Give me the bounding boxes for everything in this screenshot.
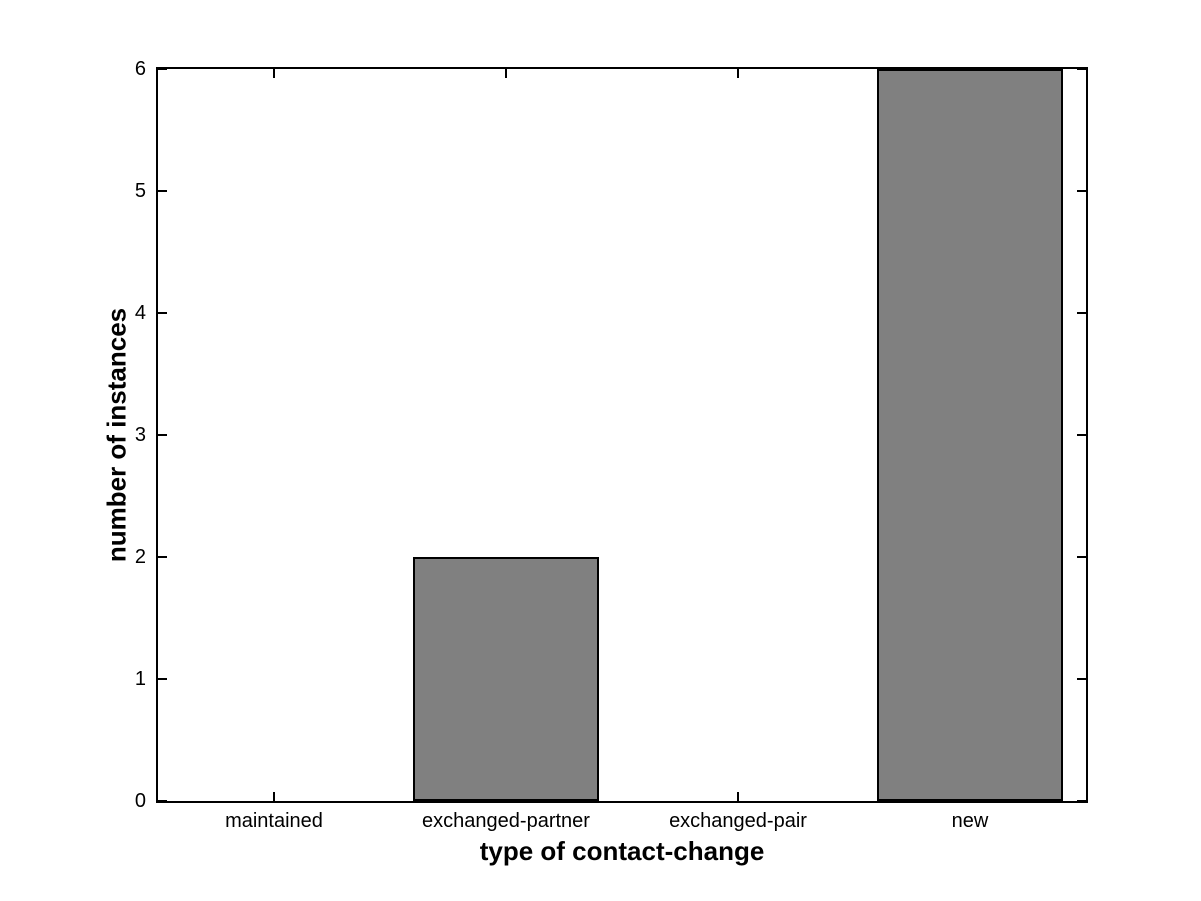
y-tick-label: 3 — [134, 424, 146, 446]
y-tick-label: 2 — [134, 546, 146, 568]
plot-area — [156, 67, 1088, 803]
x-tick-top — [737, 69, 739, 78]
bar-exchanged-partner — [413, 557, 599, 801]
x-axis-label: type of contact-change — [479, 836, 765, 866]
y-tick-left — [158, 190, 167, 192]
y-tick-right — [1077, 312, 1086, 314]
y-tick-left — [158, 68, 167, 70]
y-tick-right — [1077, 68, 1086, 70]
x-tick-label-exchanged-partner: exchanged-partner — [422, 810, 590, 832]
bar-new — [877, 69, 1063, 801]
x-tick-label-maintained: maintained — [225, 810, 323, 832]
x-tick-top — [273, 69, 275, 78]
x-tick-top — [505, 69, 507, 78]
y-tick-left — [158, 556, 167, 558]
x-tick-label-exchanged-pair: exchanged-pair — [669, 810, 807, 832]
y-tick-label: 0 — [134, 790, 146, 812]
y-tick-label: 5 — [134, 180, 146, 202]
y-tick-label: 6 — [134, 58, 146, 80]
y-tick-left — [158, 678, 167, 680]
x-tick-bottom — [273, 792, 275, 801]
y-tick-right — [1077, 434, 1086, 436]
x-tick-bottom — [737, 792, 739, 801]
y-tick-right — [1077, 190, 1086, 192]
y-tick-right — [1077, 800, 1086, 802]
y-tick-left — [158, 434, 167, 436]
y-tick-left — [158, 312, 167, 314]
y-tick-left — [158, 800, 167, 802]
y-tick-label: 1 — [134, 668, 146, 690]
y-tick-right — [1077, 556, 1086, 558]
y-tick-label: 4 — [134, 302, 146, 324]
x-tick-label-new: new — [951, 810, 989, 832]
y-tick-right — [1077, 678, 1086, 680]
